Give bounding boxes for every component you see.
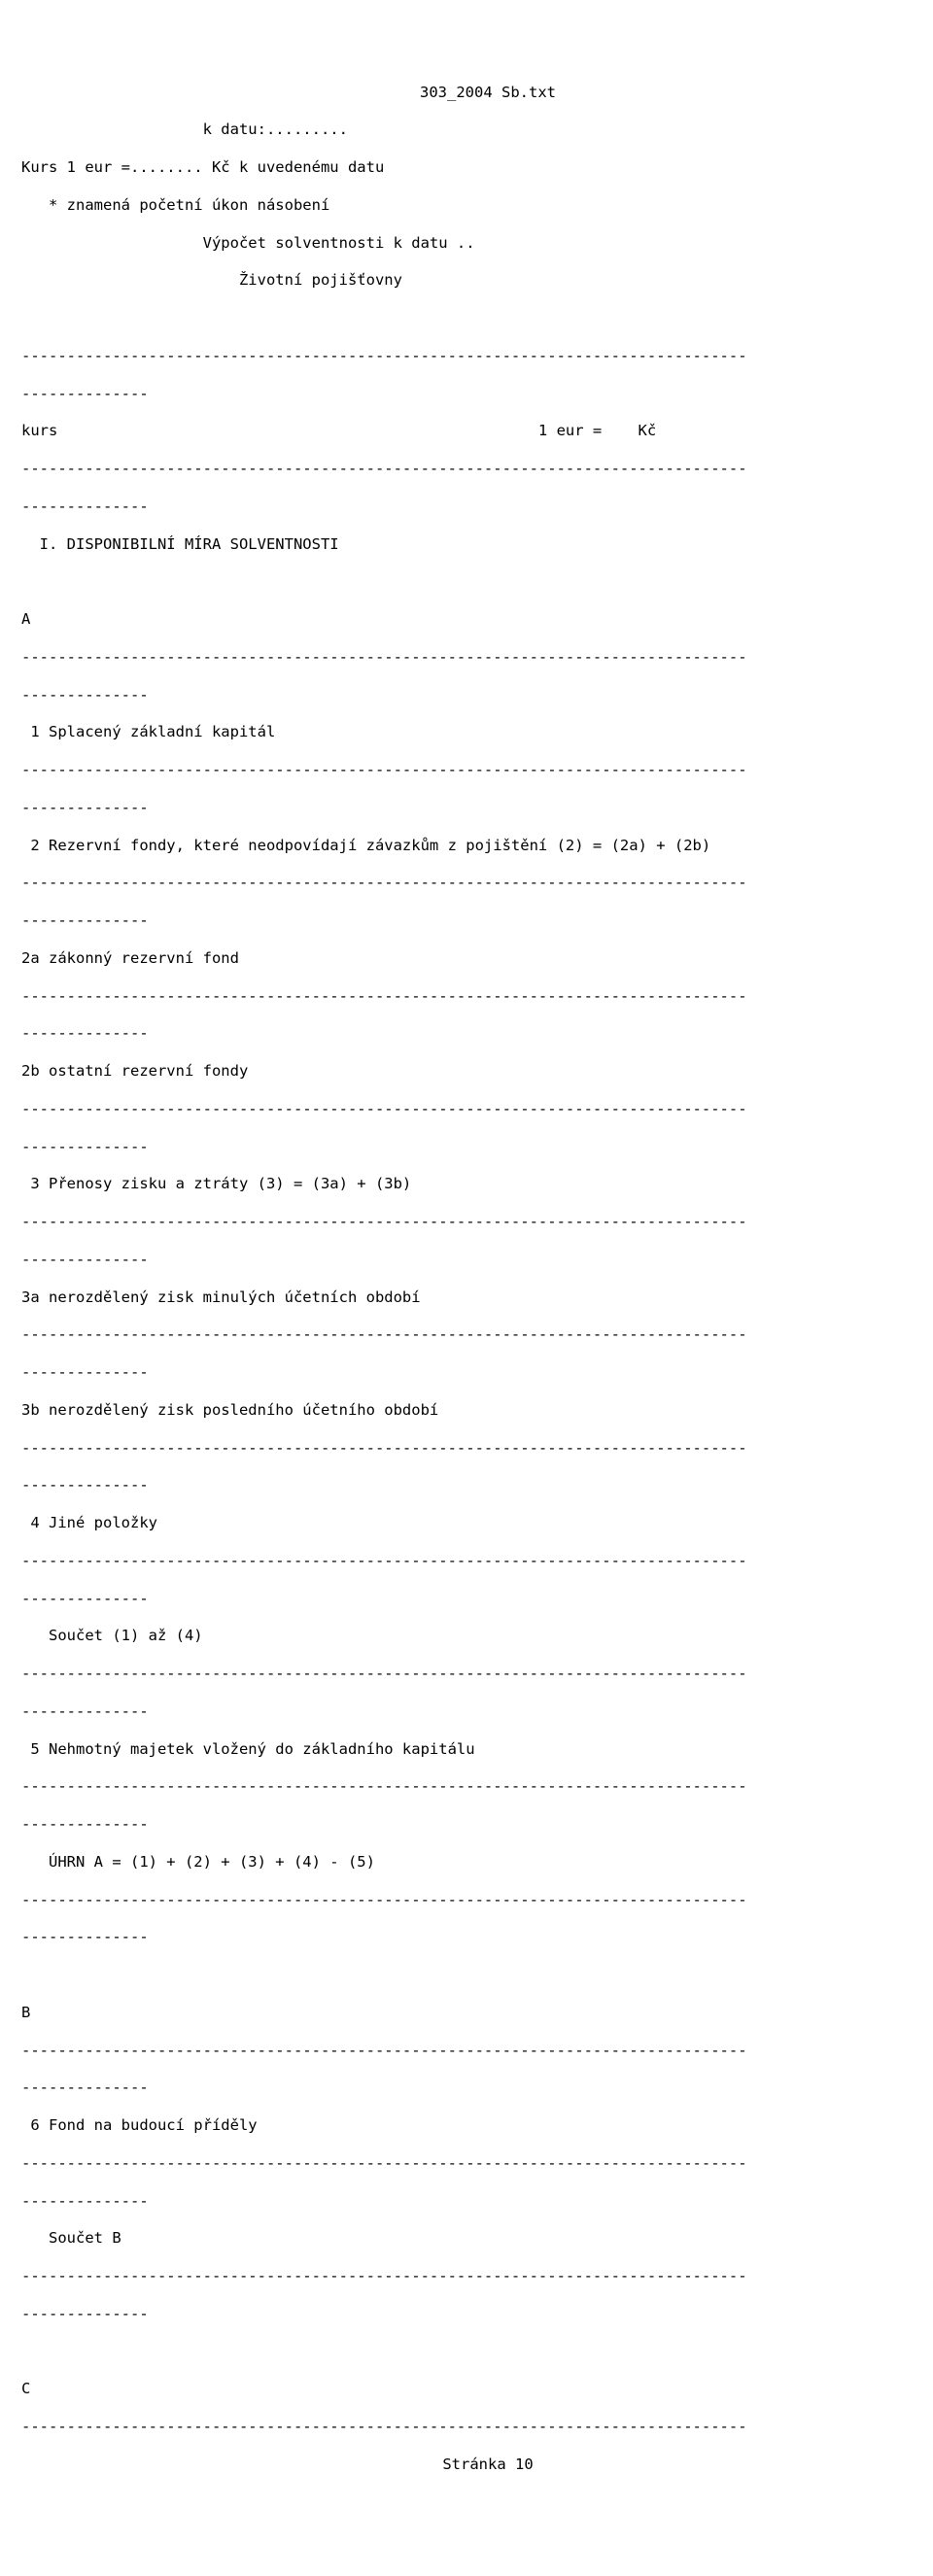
divider-long: ----------------------------------------… [21,1665,933,1683]
divider-short: -------------- [21,1476,933,1494]
table-row: 2b ostatní rezervní fondy [21,1062,933,1081]
divider-long: ----------------------------------------… [21,460,933,478]
divider-short: -------------- [21,1590,933,1608]
divider-long: ----------------------------------------… [21,2154,933,2173]
divider-short: -------------- [21,1928,933,1946]
divider-short: -------------- [21,1138,933,1156]
filename-header: 303_2004 Sb.txt [21,84,933,102]
k-datu-line: k datu:......... [21,120,933,139]
divider-long: ----------------------------------------… [21,2267,933,2285]
divider-long: ----------------------------------------… [21,1439,933,1458]
blank-line [21,572,933,591]
table-row: 1 Splacený základní kapitál [21,723,933,741]
divider-short: -------------- [21,1702,933,1721]
divider-long: ----------------------------------------… [21,1213,933,1231]
divider-long: ----------------------------------------… [21,1777,933,1796]
C-label: C [21,2380,933,2398]
table-row: Součet B [21,2229,933,2248]
divider-short: -------------- [21,799,933,817]
divider-long: ----------------------------------------… [21,874,933,892]
table-row: 2 Rezervní fondy, které neodpovídají záv… [21,837,933,855]
divider-short: -------------- [21,1363,933,1382]
blank-line [21,2343,933,2361]
section-I-title: I. DISPONIBILNÍ MÍRA SOLVENTNOSTI [21,535,933,554]
zivotni-line: Životní pojišťovny [21,271,933,290]
table-row: 4 Jiné položky [21,1514,933,1532]
divider-short: -------------- [21,498,933,516]
table-row: 3a nerozdělený zisk minulých účetních ob… [21,1288,933,1307]
divider-short: -------------- [21,1251,933,1269]
divider-short: -------------- [21,385,933,403]
vypocet-line: Výpočet solventnosti k datu .. [21,234,933,253]
divider-short: -------------- [21,2078,933,2097]
kurs-def-line: Kurs 1 eur =........ Kč k uvedenému datu [21,158,933,177]
table-row: 6 Fond na budoucí příděly [21,2116,933,2135]
divider-long: ----------------------------------------… [21,1100,933,1118]
divider-long: ----------------------------------------… [21,2418,933,2436]
table-row: 2a zákonný rezervní fond [21,949,933,968]
A-label: A [21,610,933,629]
divider-short: -------------- [21,1815,933,1834]
divider-long: ----------------------------------------… [21,347,933,365]
divider-long: ----------------------------------------… [21,987,933,1006]
blank-line [21,1966,933,1984]
divider-long: ----------------------------------------… [21,2042,933,2060]
divider-short: -------------- [21,911,933,930]
divider-long: ----------------------------------------… [21,1325,933,1344]
divider-short: -------------- [21,686,933,704]
divider-long: ----------------------------------------… [21,1891,933,1909]
table-row: 3 Přenosy zisku a ztráty (3) = (3a) + (3… [21,1175,933,1193]
note-line: * znamená početní úkon násobení [21,196,933,215]
divider-short: -------------- [21,2305,933,2323]
page-footer: Stránka 10 [21,2456,933,2474]
table-row: 5 Nehmotný majetek vložený do základního… [21,1740,933,1759]
divider-long: ----------------------------------------… [21,761,933,779]
divider-long: ----------------------------------------… [21,1552,933,1570]
table-row: ÚHRN A = (1) + (2) + (3) + (4) - (5) [21,1853,933,1872]
kurs-row: kurs 1 eur = Kč [21,422,933,440]
blank-line [21,309,933,327]
divider-short: -------------- [21,1024,933,1043]
table-row: Součet (1) až (4) [21,1627,933,1645]
B-label: B [21,2004,933,2022]
table-row: 3b nerozdělený zisk posledního účetního … [21,1401,933,1420]
divider-long: ----------------------------------------… [21,648,933,667]
divider-short: -------------- [21,2192,933,2211]
